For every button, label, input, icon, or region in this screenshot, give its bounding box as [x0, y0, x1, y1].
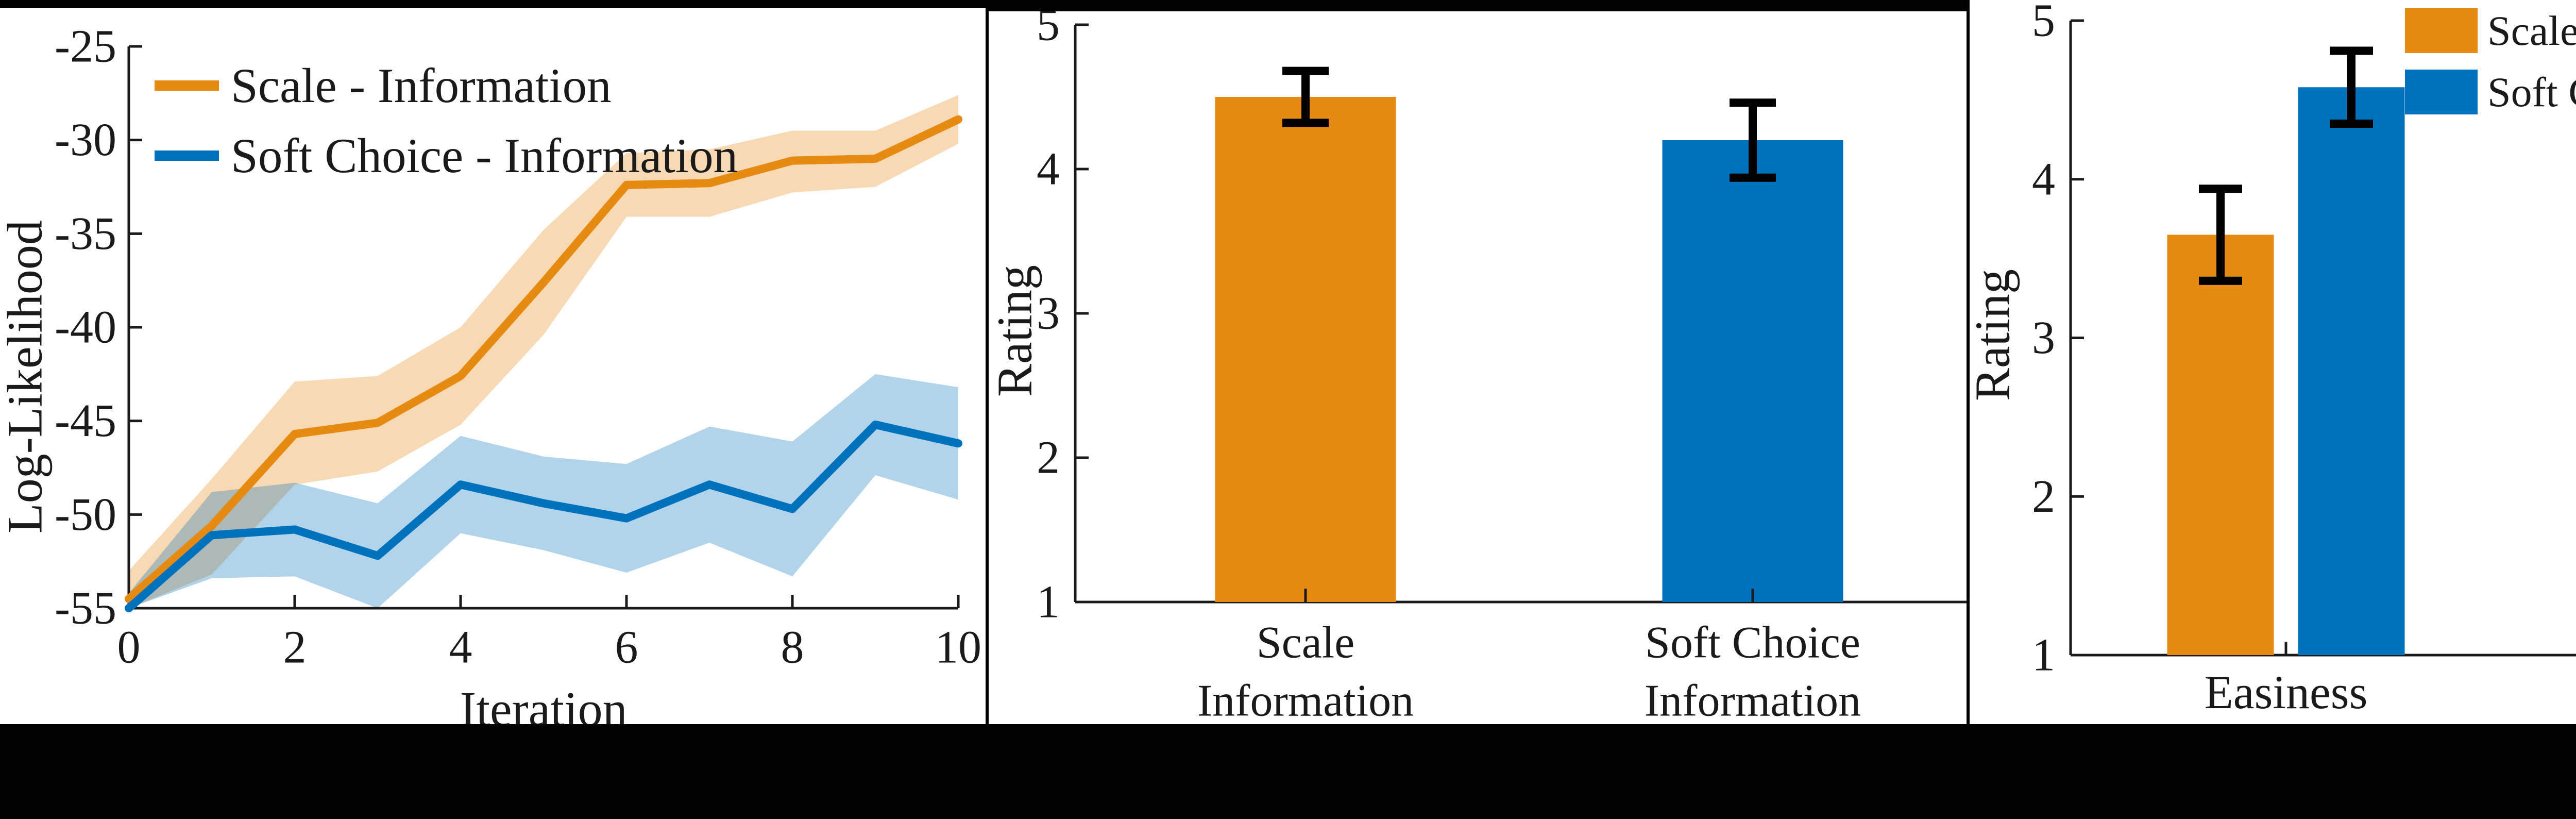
y-tick-label: 2 — [1037, 432, 1060, 483]
legend-label: Soft Choice — [2487, 69, 2576, 115]
x-tick-label: 10 — [935, 622, 981, 673]
bar-chart-svg: 1 2 3 4 5 Scale Information Soft Choice Informat… — [989, 11, 1967, 724]
y-tick-label: -45 — [55, 395, 116, 446]
x-tick-label: 2 — [283, 622, 307, 673]
top-filler-bar-middle-b — [1038, 0, 1967, 11]
y-tick-label: 1 — [2032, 630, 2055, 681]
y-tick-label: 5 — [2032, 0, 2055, 46]
y-axis-title: Rating — [989, 265, 1042, 397]
y-tick-label: 3 — [1037, 288, 1060, 339]
y-tick-label: 4 — [2032, 154, 2055, 205]
legend-label: Scale - Information — [231, 58, 612, 113]
legend-swatch-scale — [2405, 8, 2478, 53]
x-axis-title: Iteration — [460, 681, 627, 724]
category-label-line2: Information — [1197, 676, 1414, 725]
category-label-line1: Soft Choice — [1645, 618, 1860, 668]
bottom-filler-band — [0, 724, 2576, 819]
bar-chart-panel: 1 2 3 4 5 Scale Information Soft Choice Informat… — [989, 11, 1967, 724]
y-tick-label: 5 — [1037, 11, 1060, 51]
y-tick-label: -40 — [55, 302, 116, 353]
line-chart-panel: -25 -30 -35 -40 -45 -50 -55 0 2 4 6 8 10 Iteration Log… — [0, 8, 986, 724]
grouped-bar-chart-panel: 12345EasinessExpressivenessScaleSoft Cho… — [1970, 0, 2576, 724]
top-filler-bar-middle-a — [989, 0, 999, 11]
x-tick-label: 0 — [117, 622, 141, 673]
series-line-soft-choice-information — [125, 420, 962, 612]
y-tick-label: 2 — [2032, 471, 2055, 522]
category-label-line1: Scale — [1257, 618, 1355, 668]
y-axis-title: Rating — [1970, 269, 2020, 401]
series-line-scale-information — [125, 115, 962, 603]
category-label: Easiness — [2205, 666, 2368, 718]
bar-soft-choice-easiness — [2298, 87, 2405, 655]
confidence-band-scale — [129, 95, 958, 608]
y-tick-label: -25 — [55, 21, 116, 72]
bar-scale-information — [1215, 97, 1396, 602]
confidence-band-soft-choice — [129, 374, 958, 608]
grouped-bar-chart-svg: 12345EasinessExpressivenessScaleSoft Cho… — [1970, 0, 2576, 718]
y-tick-label: -55 — [55, 583, 116, 634]
y-tick-label: -50 — [55, 489, 116, 540]
line-chart-svg: -25 -30 -35 -40 -45 -50 -550 2 4 6 8 10 Iteration Log… — [0, 21, 981, 725]
panel-divider-left — [986, 0, 989, 724]
y-axis-title: Log-Likelihood — [0, 220, 53, 533]
legend-swatch-soft-choice — [2405, 70, 2478, 114]
y-tick-label: 1 — [1037, 577, 1060, 628]
y-tick-label: 3 — [2032, 312, 2055, 363]
panel-divider-right — [1967, 0, 1970, 724]
legend-label: Soft Choice - Information — [231, 128, 738, 183]
y-tick-label: -30 — [55, 114, 116, 165]
x-tick-label: 8 — [781, 622, 804, 673]
x-tick-label: 4 — [449, 622, 472, 673]
legend-label: Scale — [2487, 7, 2576, 54]
x-tick-label: 6 — [615, 622, 638, 673]
top-filler-bar-left — [0, 0, 986, 8]
bar-soft-choice-information — [1662, 140, 1843, 602]
category-label-line2: Information — [1645, 676, 1861, 725]
bar-scale-easiness — [2167, 235, 2274, 655]
y-tick-label: -35 — [55, 208, 116, 259]
y-tick-label: 4 — [1037, 144, 1060, 195]
